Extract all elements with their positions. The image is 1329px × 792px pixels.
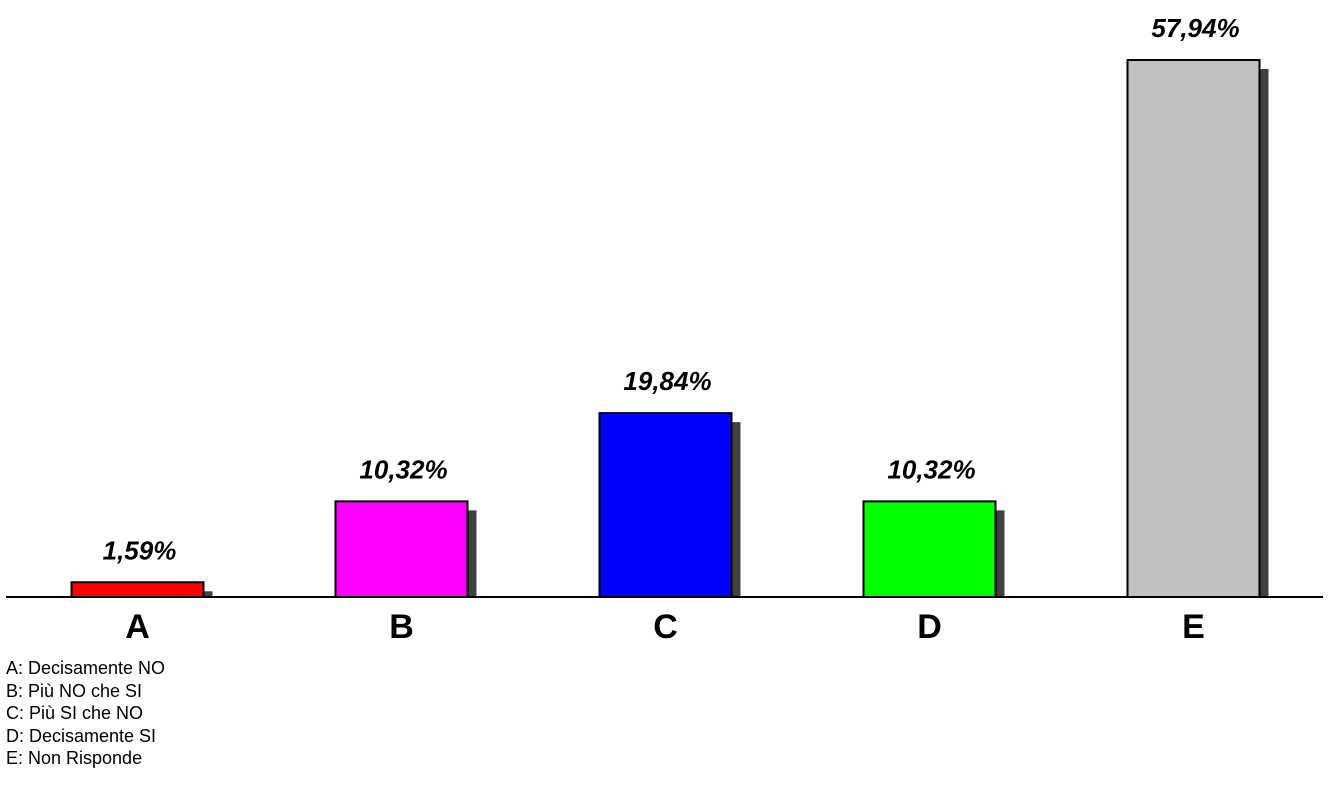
legend-item-b: B: Più NO che SI <box>6 680 143 701</box>
category-label-e: E <box>1182 608 1205 646</box>
legend-item-d: D: Decisamente SI <box>6 725 157 746</box>
legend-item-c: C: Più SI che NO <box>6 703 144 723</box>
category-legend: A: Decisamente NO B: Più NO che SI C: Pi… <box>6 657 165 770</box>
data-label-c: 19,84% <box>623 366 711 396</box>
bar-e <box>1126 59 1261 598</box>
category-label-a: A <box>125 608 150 646</box>
bars <box>70 59 1261 599</box>
data-label-d: 10,32% <box>887 454 975 484</box>
category-label-c: C <box>653 608 678 646</box>
category-label-d: D <box>917 608 942 646</box>
bar-chart: 1,59% 10,32% 19,84% 10,32% 57,94% A B C D E <box>6 13 1323 646</box>
bar-a <box>70 581 205 599</box>
legend-item-e: E: Non Risponde <box>6 748 143 768</box>
data-label-b: 10,32% <box>359 454 447 484</box>
data-label-e: 57,94% <box>1151 13 1239 43</box>
legend-item-a: A: Decisamente NO <box>6 658 166 678</box>
category-label-b: B <box>389 608 414 646</box>
bar-d <box>862 500 997 598</box>
bar-b <box>334 500 469 598</box>
bar-c <box>598 412 733 598</box>
data-labels: 1,59% 10,32% 19,84% 10,32% 57,94% <box>103 13 1240 565</box>
category-labels: A B C D E <box>125 608 1205 646</box>
data-label-a: 1,59% <box>103 535 177 565</box>
